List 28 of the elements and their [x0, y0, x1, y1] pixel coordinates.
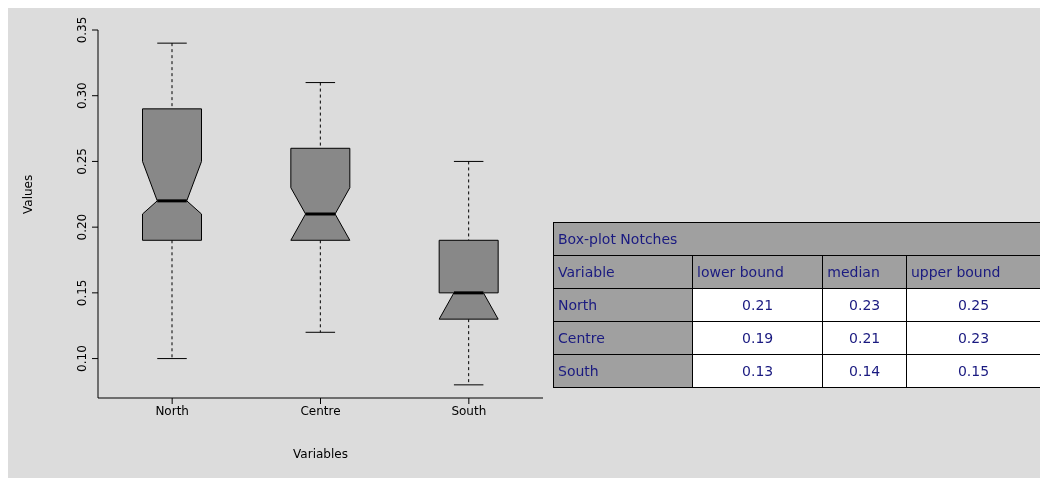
text: South	[553, 354, 693, 388]
y-tick-label: 0.30	[75, 82, 89, 110]
text: Centre	[553, 321, 693, 355]
x-tick-label: Centre	[300, 403, 341, 418]
data-label: 0.23	[906, 321, 1040, 355]
y-tick-label: 0.25	[75, 148, 89, 175]
y-tick-label: 0.20	[75, 213, 89, 241]
category-label: lower bound	[692, 255, 823, 289]
y-tick-label: 0.10	[75, 345, 89, 372]
data-label: 0.23	[822, 288, 907, 322]
data-label: 0.21	[692, 288, 823, 322]
y-axis-title: Values	[21, 174, 36, 214]
y-tick-label: 0.15	[75, 279, 89, 307]
text: Box-plot Notches	[553, 222, 1040, 256]
data-label: 0.14	[822, 354, 907, 388]
x-axis-title: Variables	[293, 447, 348, 461]
data-label: 0.15	[906, 354, 1040, 388]
x-tick-label: South	[451, 403, 487, 418]
series-label: North	[553, 288, 693, 322]
category-label: upper bound	[906, 255, 1040, 289]
data-label: 0.19	[692, 321, 823, 355]
category-label: median	[822, 255, 907, 289]
y-tick-label: 0.35	[75, 16, 89, 44]
data-label: 0.21	[822, 321, 907, 355]
legend-title: Variable	[553, 255, 693, 289]
data-label: 0.25	[906, 288, 1040, 322]
x-tick-label: North	[155, 403, 189, 418]
data-label: 0.13	[692, 354, 823, 388]
